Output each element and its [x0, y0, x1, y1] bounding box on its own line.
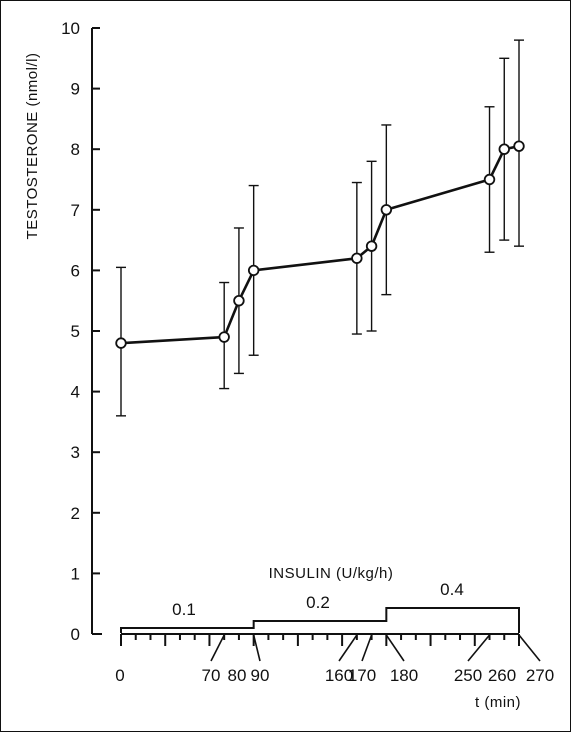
insulin-step-line	[120, 607, 520, 633]
data-point	[380, 204, 393, 216]
data-points	[115, 140, 525, 349]
data-point	[247, 264, 260, 277]
x-tick-label: 80	[228, 666, 247, 685]
y-tick-label: 0	[71, 625, 80, 644]
x-tick-leader	[518, 634, 541, 662]
data-point	[218, 331, 230, 343]
x-tick-label: 70	[202, 666, 221, 685]
x-tick-leader	[361, 634, 373, 662]
x-tick-label: 270	[526, 666, 554, 685]
series-line	[120, 144, 520, 345]
error-bars	[116, 39, 524, 417]
x-tick-leader	[210, 634, 225, 662]
data-point	[365, 240, 378, 252]
x-tick-label: 180	[390, 666, 418, 685]
data-point	[483, 173, 496, 186]
x-axis-title: t (min)	[475, 694, 521, 711]
y-tick-label: 2	[71, 504, 80, 523]
data-point	[115, 337, 127, 349]
y-axis-title: TESTOSTERONE (nmol/l)	[24, 53, 41, 240]
y-tick-label: 8	[71, 140, 80, 159]
x-tick-label: 90	[251, 666, 270, 685]
y-tick-label: 1	[71, 564, 80, 583]
y-tick-label: 3	[71, 443, 80, 462]
y-axis	[91, 27, 102, 635]
y-tick-label: 4	[71, 383, 80, 402]
series-polyline	[120, 144, 520, 345]
insulin-title: INSULIN (U/kg/h)	[269, 565, 394, 582]
x-tick-label: 170	[348, 666, 376, 685]
insulin-profile: 0.1 0.2 0.4	[120, 580, 520, 633]
x-tick-label: 0	[115, 666, 124, 685]
data-point	[233, 295, 245, 307]
x-axis	[120, 633, 520, 646]
x-tick-label: 260	[488, 666, 516, 685]
insulin-level-label: 0.2	[306, 593, 330, 612]
x-tick-leader	[385, 634, 405, 662]
y-tick-label: 7	[71, 201, 80, 220]
y-tick-labels: 0 1 2 3 4 5 6 7 8 9 10	[61, 19, 80, 644]
y-tick-label: 9	[71, 80, 80, 99]
y-tick-label: 10	[61, 19, 80, 38]
x-tick-leader	[252, 634, 261, 662]
y-tick-label: 6	[71, 261, 80, 280]
data-point	[513, 140, 525, 152]
data-point	[498, 143, 510, 155]
insulin-level-label: 0.4	[440, 580, 464, 599]
data-point	[351, 252, 363, 264]
x-tick-label: 160	[325, 666, 353, 685]
x-tick-leader	[467, 634, 491, 662]
y-tick-label: 5	[71, 322, 80, 341]
x-tick-leader	[338, 634, 358, 662]
x-tick-label: 250	[454, 666, 482, 685]
insulin-level-label: 0.1	[172, 600, 196, 619]
